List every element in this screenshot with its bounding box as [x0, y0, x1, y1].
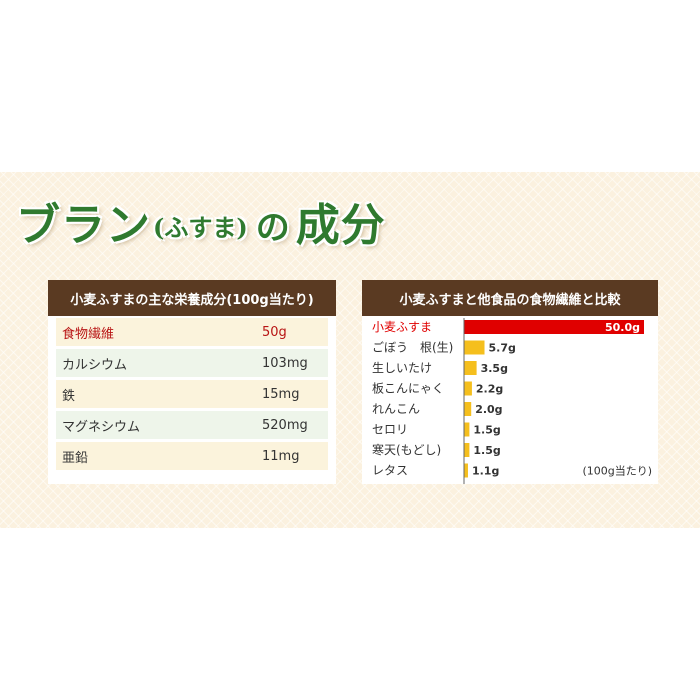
- category-label: レタス: [372, 464, 408, 478]
- table-row: マグネシウム 520mg: [56, 411, 328, 439]
- bar: [464, 463, 468, 478]
- chart-title: 小麦ふすまと他食品の食物繊維と比較: [362, 280, 658, 316]
- category-label: 生しいたけ: [372, 361, 432, 375]
- bar: [464, 422, 470, 437]
- nutrient-name: 鉄: [62, 388, 76, 404]
- nutrient-value: 50g: [262, 324, 287, 340]
- bar: [464, 381, 472, 396]
- nutrient-value: 11mg: [262, 448, 300, 464]
- data-label: 1.1g: [472, 465, 499, 478]
- category-label: 小麦ふすま: [372, 320, 432, 334]
- title-part-no: の: [255, 207, 290, 248]
- nutrient-name: カルシウム: [62, 357, 128, 373]
- category-label: 寒天(もどし): [372, 442, 441, 457]
- table-row: カルシウム 103mg: [56, 349, 328, 377]
- nutrient-value: 15mg: [262, 386, 300, 402]
- table-row: 食物繊維 50g: [56, 318, 328, 346]
- data-label: 2.2g: [476, 383, 503, 396]
- data-label: 1.5g: [473, 444, 500, 457]
- data-label: 1.5g: [473, 424, 500, 437]
- nutrient-name: 食物繊維: [62, 326, 115, 342]
- category-label: ごぼう 根(生): [372, 340, 453, 355]
- data-label: 2.0g: [475, 403, 502, 416]
- title-part-fusuma: (ふすま): [153, 212, 248, 242]
- data-label: 50.0g: [605, 321, 640, 334]
- nutrient-value: 520mg: [262, 417, 308, 433]
- category-label: れんこん: [372, 402, 420, 416]
- bar: [464, 340, 485, 355]
- page-title: ブラン (ふすま) の 成分: [16, 188, 386, 254]
- bar: [464, 402, 472, 416]
- nutrition-table: 小麦ふすまの主な栄養成分(100g当たり) 食物繊維 50g カルシウム 103…: [48, 280, 336, 484]
- nutrient-value: 103mg: [262, 355, 308, 371]
- bar: [464, 361, 477, 375]
- bar: [464, 320, 644, 334]
- title-part-bran: ブラン: [16, 200, 151, 251]
- nutrition-table-header: 小麦ふすまの主な栄養成分(100g当たり): [48, 280, 336, 316]
- category-label: 板こんにゃく: [372, 382, 444, 396]
- title-part-seibun: 成分: [295, 200, 386, 251]
- table-row: 鉄 15mg: [56, 380, 328, 408]
- bar-chart-svg: 小麦ふすま 50.0g ごぼう 根(生) 5.7g 生しいたけ 3.5g 板こんにゃく 2.2…: [372, 318, 652, 484]
- data-label: 5.7g: [489, 342, 516, 355]
- category-label: セロリ: [372, 423, 408, 437]
- data-label: 3.5g: [481, 362, 508, 375]
- nutrient-name: マグネシウム: [62, 419, 141, 435]
- chart-note: (100g当たり): [582, 464, 652, 478]
- fiber-comparison-chart: 小麦ふすまと他食品の食物繊維と比較 小麦ふすま 50.0g ごぼう 根(生) 5.7g…: [362, 280, 658, 484]
- bar: [464, 443, 470, 457]
- nutrient-name: 亜鉛: [62, 450, 89, 466]
- table-row: 亜鉛 11mg: [56, 442, 328, 470]
